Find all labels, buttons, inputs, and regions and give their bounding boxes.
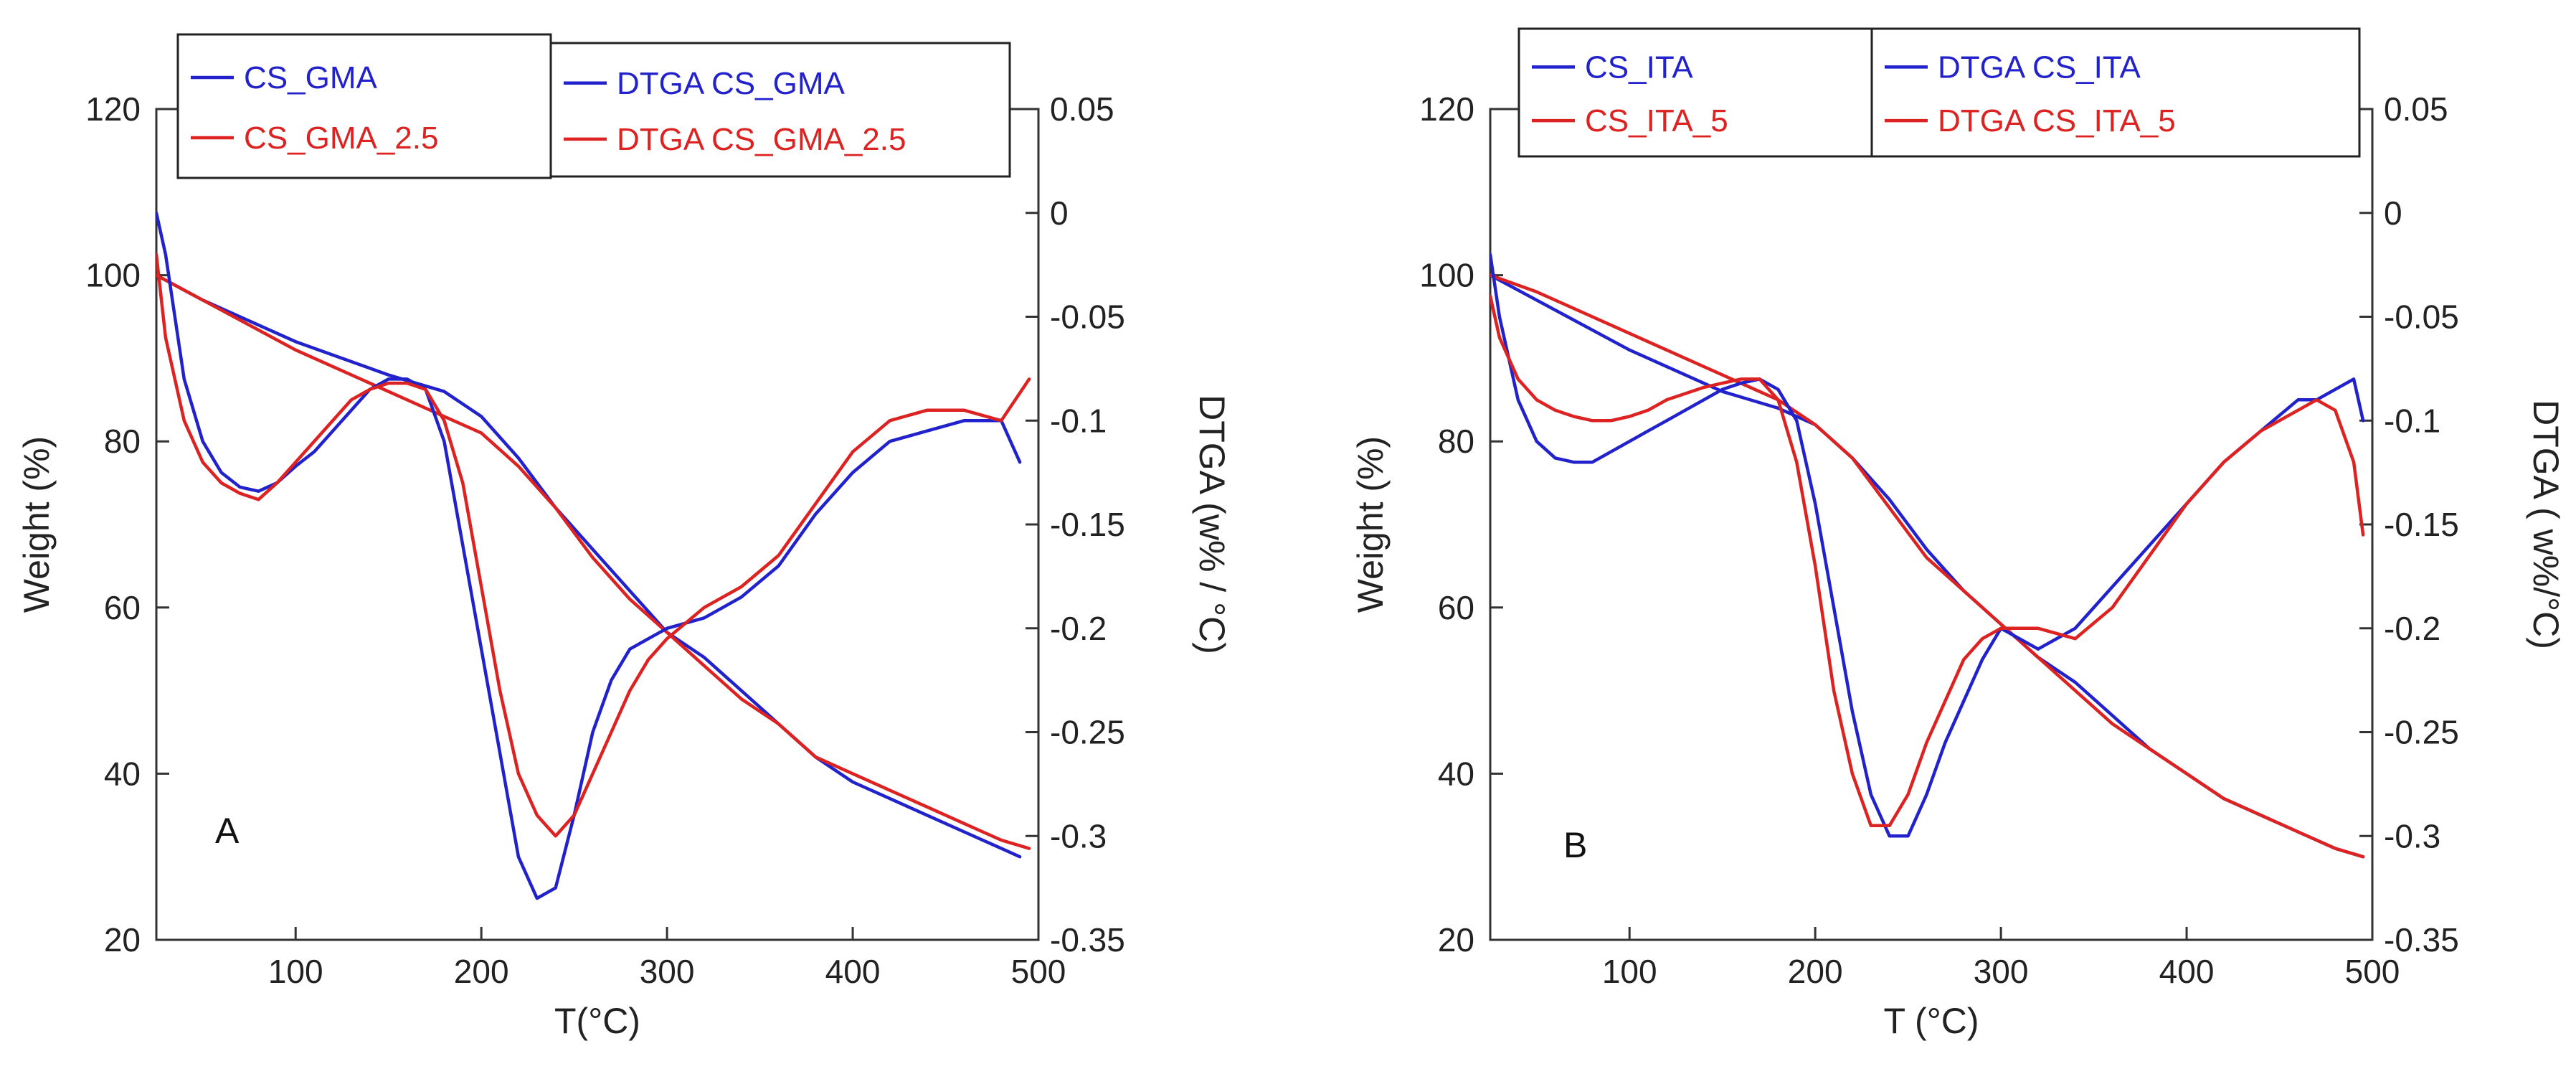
panel-label: A <box>215 811 240 851</box>
y-tick-label: 120 <box>1419 90 1474 128</box>
x-tick-label: 400 <box>2159 953 2215 990</box>
y-tick-label: 80 <box>104 423 141 460</box>
y-tick-label: 40 <box>1438 755 1474 792</box>
y2-tick-label: -0.25 <box>2384 714 2459 751</box>
y-tick-label: 100 <box>1419 257 1474 294</box>
y2-tick-label: -0.05 <box>2384 298 2459 336</box>
legend-label: CS_GMA_2.5 <box>244 121 438 156</box>
y-tick-label: 60 <box>1438 589 1474 626</box>
y2-axis-title: DTGA (w% / °C) <box>1192 395 1232 654</box>
plot-frame <box>1489 108 2374 941</box>
y-tick-label: 60 <box>104 589 141 626</box>
panel-label: B <box>1563 825 1587 865</box>
y2-tick-label: 0 <box>1050 194 1069 232</box>
legend-label: CS_GMA <box>244 60 377 95</box>
x-tick-label: 500 <box>1011 953 1066 990</box>
x-tick-label: 300 <box>640 953 695 990</box>
legend-box <box>549 42 1011 178</box>
legend-1: CS_ITA CS_ITA_5 <box>1517 27 1893 158</box>
y2-tick-label: 0.05 <box>1050 90 1114 128</box>
legend-label: CS_ITA <box>1585 50 1693 85</box>
legend-2: DTGA CS_GMA DTGA CS_GMA_2.5 <box>549 42 1011 178</box>
y2-tick-label: -0.3 <box>2384 817 2440 854</box>
plot-frame <box>155 108 1040 941</box>
y2-axis-title: DTGA ( w%/°C) <box>2526 400 2566 649</box>
y-tick-label: 80 <box>1438 423 1474 460</box>
y-tick-label: 120 <box>85 90 141 128</box>
series-line-dtga-cs_ita <box>1490 253 2365 838</box>
legend-box <box>1870 27 2361 158</box>
legend-box <box>1517 27 1893 158</box>
y2-tick-label: -0.15 <box>2384 506 2459 543</box>
legend-label: DTGA CS_ITA <box>1938 50 2141 85</box>
series-line-cs_ita_5 <box>1490 273 2365 859</box>
x-axis-title: T (°C) <box>1884 1001 1979 1041</box>
y-tick-label: 40 <box>104 755 141 792</box>
series-line-dtga-cs_gma_2.5 <box>156 253 1031 838</box>
y-axis-title: Weight (%) <box>1350 436 1391 613</box>
y-axis-title: Weight (%) <box>16 436 57 613</box>
y2-tick-label: -0.1 <box>1050 402 1107 439</box>
x-tick-label: 400 <box>825 953 881 990</box>
x-tick-label: 100 <box>1602 953 1657 990</box>
y2-tick-label: -0.35 <box>1050 921 1125 958</box>
x-axis-title: T(°C) <box>554 1001 640 1041</box>
legend-label: DTGA CS_GMA_2.5 <box>617 122 906 157</box>
y2-tick-label: -0.05 <box>1050 298 1125 336</box>
legend-1: CS_GMA CS_GMA_2.5 <box>176 33 552 179</box>
x-tick-label: 100 <box>268 953 323 990</box>
y-tick-label: 20 <box>104 921 141 958</box>
y2-tick-label: -0.35 <box>2384 921 2459 958</box>
y2-tick-label: -0.3 <box>1050 817 1107 854</box>
y2-tick-label: -0.2 <box>2384 610 2440 647</box>
series-line-cs_ita <box>1490 273 2365 859</box>
legend-2: DTGA CS_ITA DTGA CS_ITA_5 <box>1870 27 2361 158</box>
series-line-cs_gma <box>156 273 1022 859</box>
legend-label: DTGA CS_GMA <box>617 66 845 101</box>
y2-tick-label: -0.15 <box>1050 506 1125 543</box>
y2-tick-label: 0.05 <box>2384 90 2448 128</box>
y-tick-label: 100 <box>85 257 141 294</box>
chart-panel-b: 100 200 300 400 500 20 40 60 80 100 120 -0.35 -0.3 -0… <box>1350 27 2566 1041</box>
y2-tick-label: -0.25 <box>1050 714 1125 751</box>
x-tick-label: 200 <box>454 953 509 990</box>
y2-tick-label: 0 <box>2384 194 2402 232</box>
y2-tick-label: -0.1 <box>2384 402 2440 439</box>
legend-label: CS_ITA_5 <box>1585 103 1728 138</box>
y-tick-label: 20 <box>1438 921 1474 958</box>
series-line-dtga-cs_ita_5 <box>1490 294 2365 828</box>
legend-box <box>176 33 552 179</box>
x-tick-label: 300 <box>1974 953 2029 990</box>
x-tick-label: 500 <box>2345 953 2400 990</box>
series-line-dtga-cs_gma <box>156 211 1022 900</box>
series-line-cs_gma_2.5 <box>156 273 1031 850</box>
chart-panel-a: 100 200 300 400 500 20 40 60 80 100 120 -0.35 -0.3 -0… <box>16 33 1232 1041</box>
x-tick-label: 200 <box>1788 953 1843 990</box>
legend-label: DTGA CS_ITA_5 <box>1938 103 2176 138</box>
y2-tick-label: -0.2 <box>1050 610 1107 647</box>
